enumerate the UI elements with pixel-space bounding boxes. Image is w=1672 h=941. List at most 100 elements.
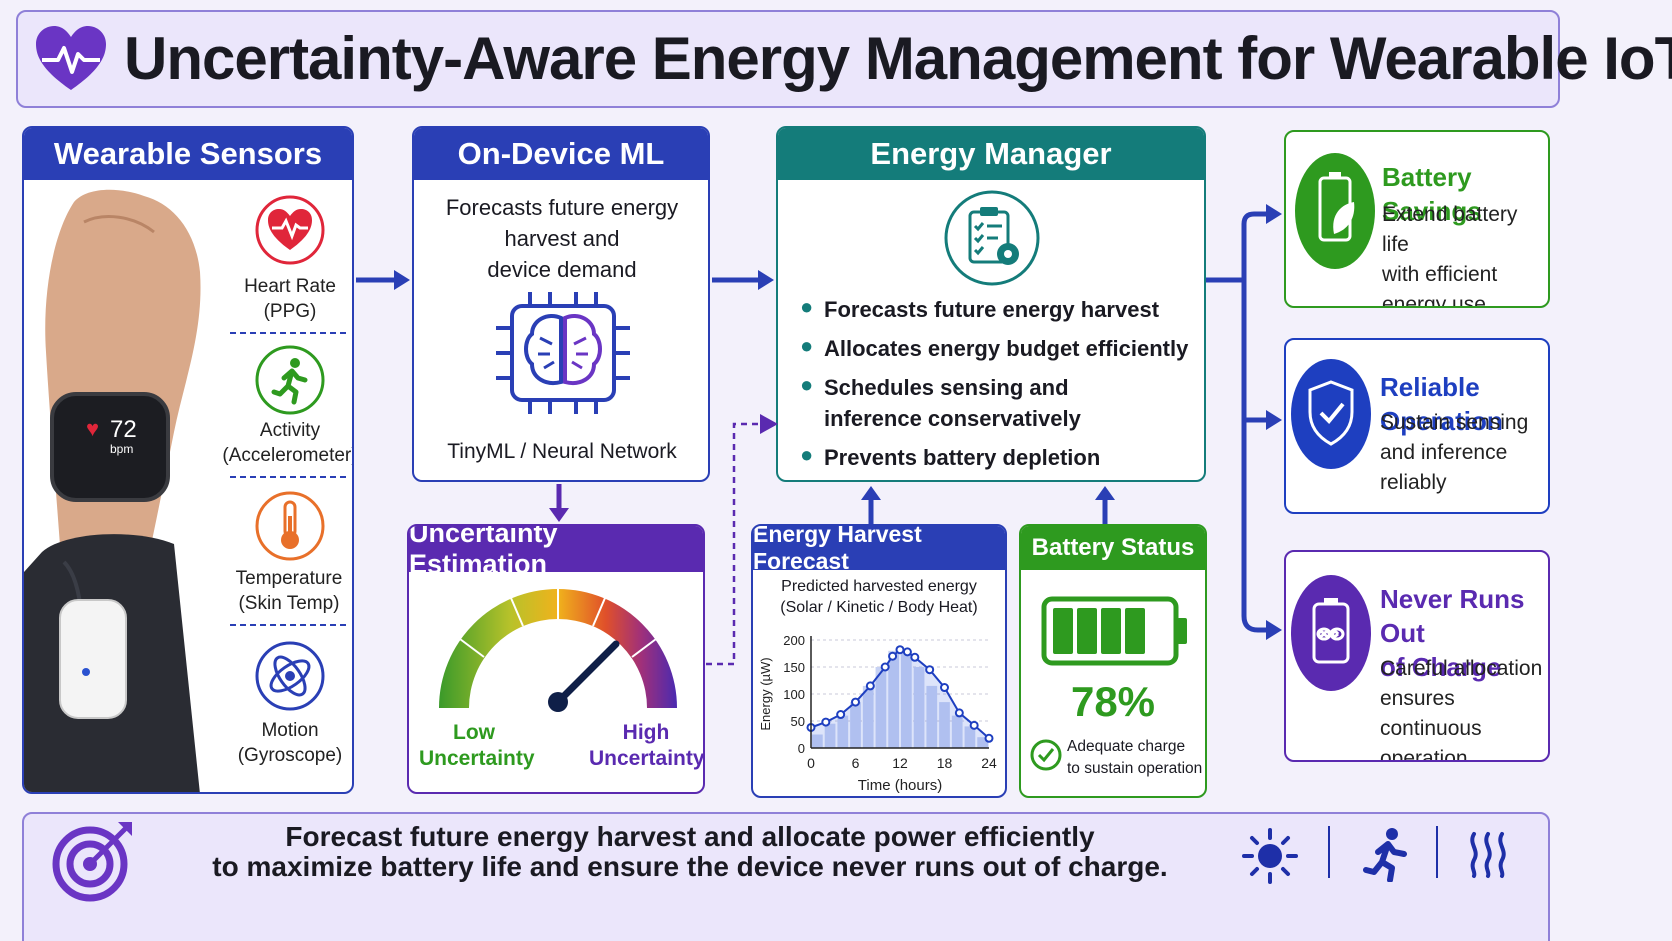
smartwatch: [50, 392, 170, 502]
arrow-uncertainty-to-manager: [706, 414, 778, 666]
watch-heart-icon: ♥: [86, 416, 100, 441]
forecast-bar: [926, 685, 938, 748]
x-tick-label: 24: [981, 755, 997, 771]
sensor-label-heart-rate: Heart Rate (PPG): [244, 276, 336, 322]
y-tick-label: 100: [783, 687, 805, 702]
ml-description: Forecasts future energy harvest and device…: [445, 195, 679, 282]
outcome-card-battery-savings: Battery Savings Extend battery life with …: [1284, 130, 1550, 308]
forecast-point: [925, 665, 935, 675]
forecast-point: [984, 733, 994, 743]
y-tick-label: 200: [783, 633, 805, 648]
battery-cell: [1053, 608, 1073, 654]
x-tick-label: 0: [807, 755, 815, 771]
forecast-bar: [913, 667, 925, 748]
battery-infinity-icon: [1291, 575, 1371, 691]
x-tick-label: 12: [892, 755, 908, 771]
divider: [230, 476, 346, 478]
sensor-label-motion: Motion (Gyroscope): [237, 720, 343, 766]
forecast-bar: [939, 702, 950, 748]
arrow-forecast-to-manager: [861, 486, 881, 524]
running-person-icon: [255, 345, 325, 415]
forecast-point: [865, 681, 875, 691]
forecast-bar: [964, 726, 976, 748]
thermometer-icon: [255, 491, 325, 561]
heat-waves-icon: [1470, 832, 1506, 878]
bullet-item: ● Schedules sensing and inference conserva…: [800, 372, 1081, 431]
battery-status-panel: Battery Status 78% Adequate charge to sus…: [1019, 524, 1207, 798]
page-title: Uncertainty-Aware Energy Management for …: [124, 25, 1672, 92]
battery-status-header: Battery Status: [1021, 526, 1205, 570]
ml-caption: TinyML / Neural Network: [447, 440, 677, 463]
footer-line-1: Forecast future energy harvest and alloc…: [285, 821, 1095, 852]
footer-banner: [22, 812, 1550, 941]
shield-check-icon: [1291, 359, 1371, 469]
harvest-chart: 0 50 100 150 200 0 6 12 18 24 Time (hours) Energy (…: [758, 633, 997, 794]
battery-cell: [1125, 608, 1145, 654]
forecast-bar: [951, 715, 963, 748]
outcome-card-never-runs-out: Never Runs Out of Charge Careful allocati…: [1284, 550, 1550, 762]
forecast-bar: [977, 737, 988, 748]
wearable-sensors-header: Wearable Sensors: [24, 128, 352, 180]
divider: [1436, 826, 1438, 878]
forecast-point: [888, 651, 898, 661]
y-tick-label: 50: [791, 714, 805, 729]
outcome-title: Never Runs Out of Charge: [1380, 584, 1525, 682]
y-tick-label: 150: [783, 660, 805, 675]
uncertainty-gauge: [439, 589, 677, 712]
forecast-point: [851, 697, 860, 707]
forecast-bar: [850, 702, 861, 748]
arrow-ml-to-manager: [712, 270, 774, 290]
arrows-manager-to-outcomes: [1206, 204, 1282, 640]
uncertainty-header: Uncertainty Estimation: [409, 526, 703, 579]
uncertainty-panel: Uncertainty Estimation Low Uncertainty H: [407, 524, 705, 794]
bullet-item: ● Forecasts future energy harvest: [800, 294, 1160, 322]
brain-chip-icon: [496, 292, 630, 414]
wearable-sensors-panel: Wearable Sensors ♥ 72 bpm Heart Rate (PPG…: [22, 126, 354, 794]
bullet-item: ● Allocates energy budget efficiently: [800, 333, 1189, 361]
outcome-text: Sustain sensing and inference reliably: [1380, 411, 1529, 494]
battery-note: Adequate charge to sustain operation: [1067, 738, 1203, 777]
forecast-point: [895, 645, 905, 655]
forecast-point: [902, 647, 912, 657]
divider: [1328, 826, 1330, 878]
forecast-point: [836, 710, 846, 720]
x-tick-label: 18: [937, 755, 953, 771]
forecast-point: [821, 717, 831, 727]
y-axis-label: Energy (µW): [758, 657, 773, 730]
energy-manager-header: Energy Manager: [778, 128, 1204, 180]
low-uncertainty-label: Low Uncertainty: [419, 721, 535, 770]
forecast-bar: [812, 734, 823, 748]
outcome-text: Extend battery life with efficient energy …: [1382, 203, 1518, 308]
forecast-bar: [875, 667, 887, 748]
forecast-point: [969, 720, 979, 730]
forecast-bar: [837, 715, 849, 748]
heart-pulse-logo-icon: [36, 26, 106, 90]
check-circle-icon: [1030, 739, 1062, 771]
divider: [230, 624, 346, 626]
bullet-item: ● Prevents battery depletion: [800, 442, 1101, 470]
divider: [230, 332, 346, 334]
forecast-point: [880, 662, 890, 672]
forecast-point: [910, 652, 920, 662]
title-bar: [16, 10, 1560, 108]
forecast-point: [940, 683, 949, 693]
outcome-text: Careful allocation ensures continuous oper…: [1380, 657, 1543, 762]
arrow-battery-to-manager: [1095, 486, 1115, 524]
sun-icon: [1242, 828, 1298, 884]
arrow-ml-to-uncertainty: [549, 484, 569, 522]
harvest-forecast-panel: Energy Harvest Forecast Predicted harves…: [751, 524, 1007, 798]
running-person-icon: [1363, 828, 1407, 882]
arrow-sensors-to-ml: [356, 270, 410, 290]
battery-cell: [1101, 608, 1121, 654]
sensor-label-activity: Activity (Accelerometer): [222, 420, 354, 466]
battery-percentage: 78%: [1070, 678, 1156, 725]
clipboard-gear-icon: [944, 190, 1040, 286]
x-axis-label: Time (hours): [858, 777, 942, 794]
gauge-needle: [554, 640, 620, 706]
harvest-forecast-header: Energy Harvest Forecast: [753, 526, 1005, 574]
outcome-card-reliable-operation: Reliable Operation Sustain sensing and in…: [1284, 338, 1550, 514]
target-icon: [52, 822, 132, 902]
battery-cell: [1077, 608, 1097, 654]
on-device-ml-panel: On-Device ML Forecasts future energy harv…: [412, 126, 710, 482]
on-device-ml-header: On-Device ML: [414, 128, 708, 180]
